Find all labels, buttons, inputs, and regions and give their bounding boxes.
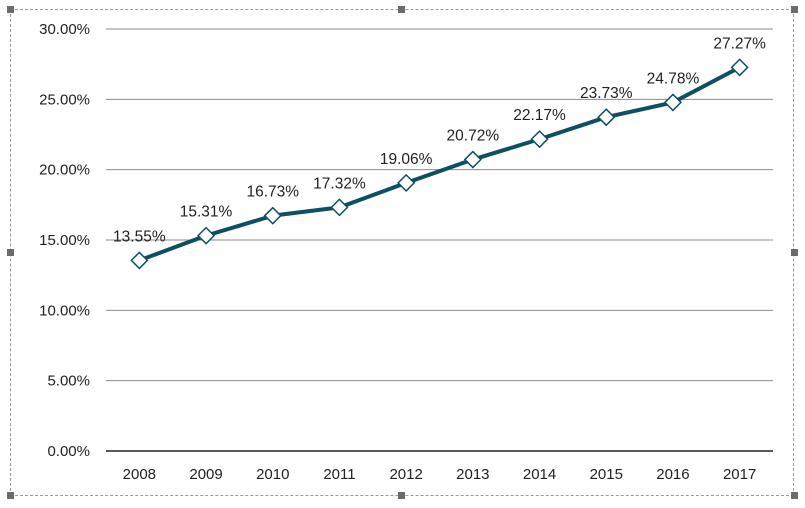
y-tick-label: 0.00%	[47, 443, 90, 460]
data-point-marker	[196, 226, 216, 245]
x-tick-label: 2014	[523, 466, 556, 483]
data-point-marker	[130, 251, 149, 270]
data-label: 17.32%	[313, 175, 366, 192]
data-label: 22.17%	[513, 107, 566, 124]
data-point-marker	[597, 108, 616, 127]
x-tick-label: 2015	[590, 466, 623, 483]
x-tick-label: 2009	[189, 466, 222, 483]
data-point-marker	[663, 93, 683, 112]
data-point-marker	[463, 150, 482, 169]
y-tick-label: 30.00%	[39, 21, 90, 38]
x-tick-label: 2016	[656, 466, 689, 483]
resize-handle-bottom-left[interactable]	[7, 492, 14, 499]
resize-handle-middle-right[interactable]	[791, 249, 798, 256]
x-tick-label: 2008	[123, 466, 156, 483]
x-tick-label: 2011	[323, 466, 355, 483]
y-tick-label: 15.00%	[39, 232, 90, 249]
data-label: 19.06%	[380, 151, 433, 168]
data-label: 13.55%	[113, 228, 166, 245]
data-label: 23.73%	[580, 85, 633, 102]
data-point-marker	[530, 130, 549, 149]
data-label: 15.31%	[180, 204, 233, 221]
data-point-marker	[263, 206, 282, 225]
x-tick-label: 2012	[389, 466, 422, 483]
y-tick-label: 20.00%	[39, 162, 90, 179]
y-tick-label: 25.00%	[39, 91, 90, 108]
data-label: 27.27%	[713, 35, 766, 52]
x-tick-label: 2010	[256, 466, 289, 483]
data-label: 20.72%	[447, 128, 500, 145]
resize-handle-middle-left[interactable]	[7, 249, 14, 256]
data-label: 16.73%	[246, 184, 299, 201]
data-label: 24.78%	[647, 70, 700, 87]
resize-handle-bottom-right[interactable]	[791, 492, 798, 499]
y-tick-label: 5.00%	[47, 373, 90, 390]
data-point-marker	[397, 173, 416, 192]
x-tick-label: 2017	[723, 466, 756, 483]
resize-handle-top-right[interactable]	[791, 6, 798, 13]
x-tick-label: 2013	[456, 466, 489, 483]
series-line	[138, 65, 741, 263]
resize-handle-bottom-center[interactable]	[398, 492, 405, 499]
data-point-marker	[330, 198, 349, 217]
resize-handle-top-left[interactable]	[7, 6, 14, 13]
y-tick-label: 10.00%	[39, 302, 90, 319]
resize-handle-top-center[interactable]	[398, 6, 405, 13]
data-point-marker	[730, 58, 749, 77]
